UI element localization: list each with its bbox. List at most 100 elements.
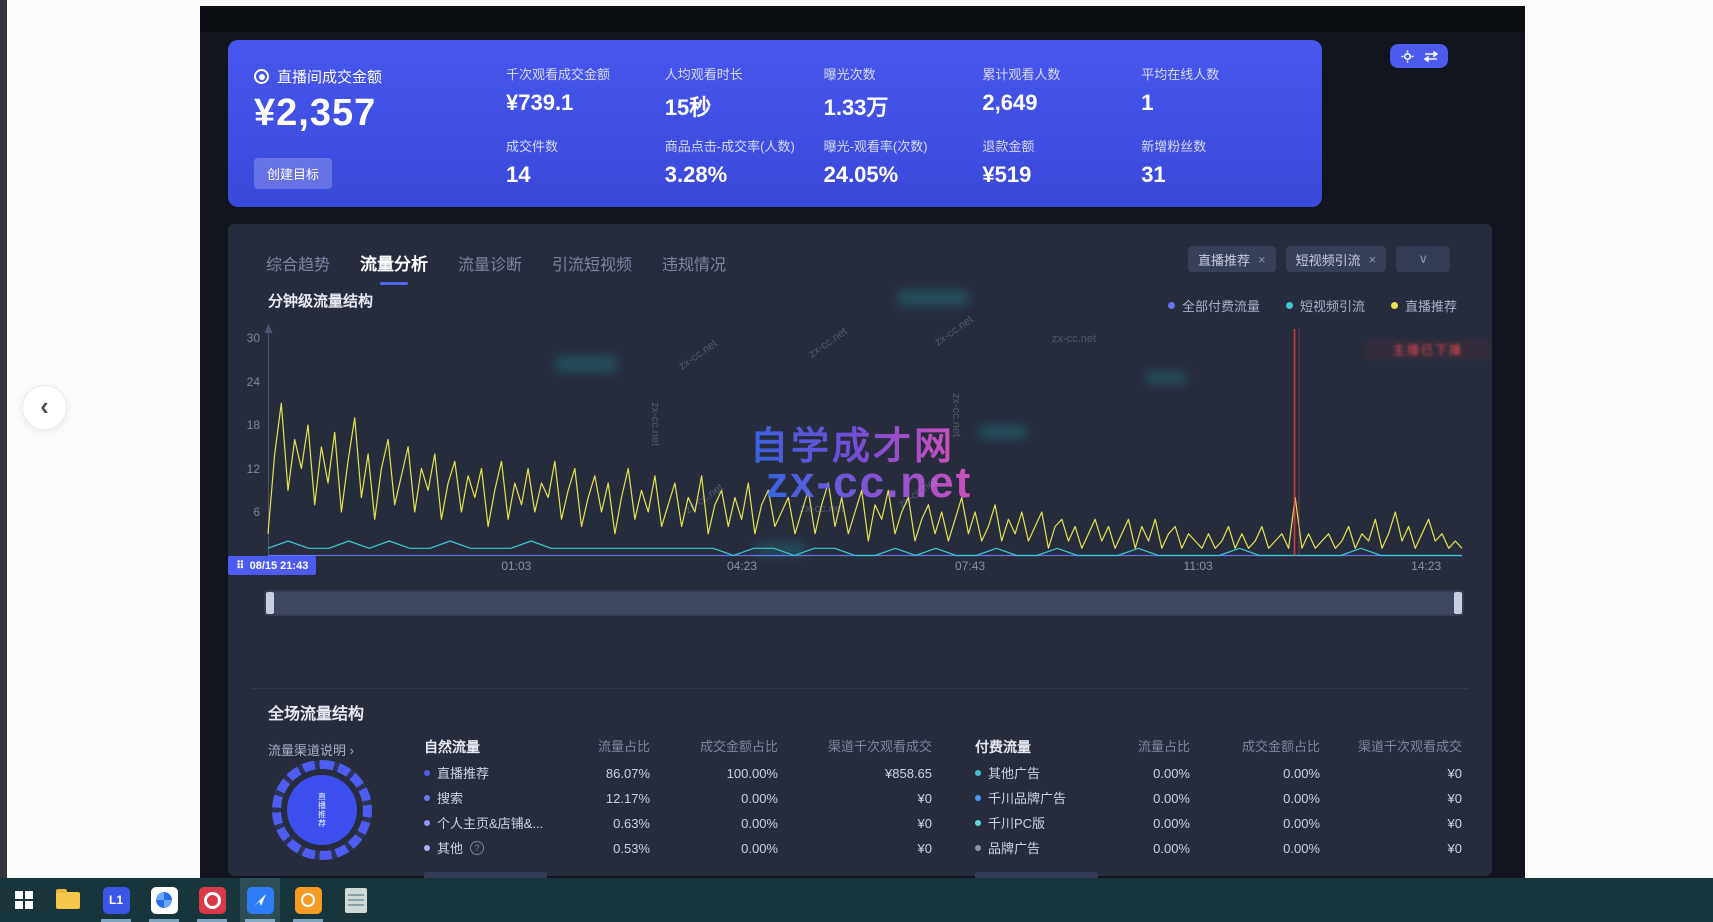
running-indicator xyxy=(245,919,275,922)
metric-value: 1 xyxy=(1141,90,1154,115)
metric-value: 1.33万 xyxy=(823,95,889,120)
app-orange-button[interactable] xyxy=(288,878,328,922)
table-cell: 86.07% xyxy=(605,766,650,781)
series-bullet xyxy=(975,770,981,776)
info-icon[interactable]: ? xyxy=(470,841,485,855)
tab-item[interactable]: 引流短视频 xyxy=(552,257,633,274)
watermark-scatter: zx-cc.net xyxy=(649,401,662,447)
metric-label: 曝光次数 xyxy=(823,67,876,82)
table-row-name: 品牌广告 xyxy=(975,839,1110,864)
legend-dot xyxy=(1285,302,1293,309)
app-arrow-button-active[interactable] xyxy=(240,878,280,922)
x-axis-start-chip[interactable]: ⠿ 08/15 21:43 xyxy=(228,556,317,575)
watermark-scatter: zx-cc.net xyxy=(950,392,963,438)
app-red-button[interactable] xyxy=(192,878,232,922)
table-cell: 0.00% xyxy=(1153,841,1190,856)
app-l1-button[interactable]: L1 xyxy=(96,878,136,922)
slider-selected-range[interactable] xyxy=(273,592,1455,614)
metric: 商品点击-成交率(人数) 3.28% xyxy=(665,136,824,208)
x-axis-tick: 01:03 xyxy=(501,559,532,573)
table-cell: 0.00% xyxy=(1153,816,1190,831)
channel-name: 千川PC版 xyxy=(988,816,1046,831)
slider-handle-right[interactable] xyxy=(1454,592,1462,614)
metric-value: 31 xyxy=(1141,162,1166,187)
app-notes-button[interactable] xyxy=(336,878,376,922)
tab-item[interactable]: 违规情况 xyxy=(662,257,727,274)
chevron-left-icon: ‹ xyxy=(40,391,49,421)
natural-traffic-table: 自然流量 流量占比 成交金额占比 渠道千次观看成交 直播推荐 86.07% 100.00% ¥… xyxy=(424,736,932,897)
tab-item[interactable]: 综合趋势 xyxy=(266,257,331,274)
x-axis-tick: 11:03 xyxy=(1183,559,1213,573)
table-cell: 0.00% xyxy=(741,841,778,856)
table-row-name: 其他广告 xyxy=(975,764,1110,789)
channel-name: 直播推荐 xyxy=(437,766,490,781)
tab-item[interactable]: 流量诊断 xyxy=(458,257,523,274)
analysis-panel xyxy=(228,224,1492,876)
target-icon xyxy=(254,69,269,84)
table-cell: 12.17% xyxy=(605,791,650,806)
metric-value: 14 xyxy=(506,162,531,187)
metric-label: 千次观看成交金额 xyxy=(506,67,611,82)
table-cell: ¥858.65 xyxy=(885,766,932,781)
paid-traffic-table: 付费流量 流量占比 成交金额占比 渠道千次观看成交 其他广告 0.00% 0.00% ¥0 千川… xyxy=(975,736,1462,897)
table-cell: 0.53% xyxy=(613,841,650,856)
y-axis-tick: 18 xyxy=(246,418,260,432)
metric-label: 曝光-观看率(次数) xyxy=(823,139,928,154)
filter-chip[interactable]: 直播推荐 × xyxy=(1188,246,1276,272)
file-explorer-button[interactable] xyxy=(48,878,88,922)
app-pinwheel-button[interactable] xyxy=(144,878,184,922)
channel-name: 其他 xyxy=(437,841,464,856)
red-ring-app-icon xyxy=(198,886,226,914)
series-bullet xyxy=(975,795,981,801)
legend-label: 直播推荐 xyxy=(1404,299,1457,314)
filter-chip[interactable]: 短视频引流 × xyxy=(1285,246,1387,272)
gear-icon[interactable] xyxy=(1400,49,1414,63)
table-cell: ¥0 xyxy=(1447,816,1462,831)
legend-item[interactable]: 全部付费流量 xyxy=(1167,296,1260,315)
stream-end-annotation: 主播已下播 xyxy=(1366,340,1490,359)
tab-bar: 综合趋势 流量分析 流量诊断 引流短视频 违规情况 xyxy=(266,250,726,279)
column-header: 渠道千次观看成交 xyxy=(1357,739,1462,754)
table-row-name: 千川品牌广告 xyxy=(975,789,1110,814)
channel-name: 千川品牌广告 xyxy=(988,791,1067,806)
series-line-1 xyxy=(267,540,1462,557)
table-cell: ¥0 xyxy=(1447,766,1462,781)
running-indicator xyxy=(149,919,179,922)
tab-active[interactable]: 流量分析 xyxy=(360,250,428,279)
create-goal-button[interactable]: 创建目标 xyxy=(254,158,333,189)
metric: 曝光-观看率(次数) 24.05% xyxy=(824,136,983,208)
metric-label: 成交件数 xyxy=(506,139,559,154)
slider-handle-left[interactable] xyxy=(266,592,274,614)
metric-label: 商品点击-成交率(人数) xyxy=(664,139,795,154)
series-bullet xyxy=(424,820,430,826)
series-line-0 xyxy=(267,402,1463,549)
donut-core: 直播推荐 xyxy=(287,775,357,845)
chart-range-slider[interactable] xyxy=(264,590,1464,616)
y-axis: 30 24 18 12 6 xyxy=(230,326,260,558)
table-row-name: 个人主页&店铺&... xyxy=(424,814,560,839)
windows-taskbar: L1 xyxy=(0,878,1713,922)
chart-legend: 全部付费流量 短视频引流 直播推荐 xyxy=(1167,296,1457,315)
close-icon[interactable]: × xyxy=(1368,251,1377,267)
folder-icon xyxy=(56,888,80,909)
channel-note-link[interactable]: 流量渠道说明 › xyxy=(268,743,354,758)
legend-item[interactable]: 短视频引流 xyxy=(1285,296,1365,315)
primary-metric-label: 直播间成交金额 xyxy=(277,69,383,86)
prev-slide-button[interactable]: ‹ xyxy=(22,385,67,430)
start-button[interactable] xyxy=(4,878,44,922)
left-edge-strip xyxy=(0,0,7,878)
table-cell: ¥0 xyxy=(917,816,932,831)
series-bullet xyxy=(975,845,981,851)
metric-value: 3.28% xyxy=(664,162,728,187)
filter-dropdown-button[interactable]: ∨ xyxy=(1396,246,1451,272)
legend-item[interactable]: 直播推荐 xyxy=(1390,296,1457,315)
channel-name: 个人主页&店铺&... xyxy=(437,816,544,831)
legend-label: 全部付费流量 xyxy=(1181,299,1260,314)
swap-icon[interactable] xyxy=(1423,50,1438,62)
primary-metric-value: ¥2,357 xyxy=(254,92,377,134)
table-cell: 0.63% xyxy=(613,816,650,831)
metric: 人均观看时长 15秒 xyxy=(665,64,824,136)
watermark-site-url: zx-cc.net xyxy=(766,458,973,507)
close-icon[interactable]: × xyxy=(1258,251,1266,267)
